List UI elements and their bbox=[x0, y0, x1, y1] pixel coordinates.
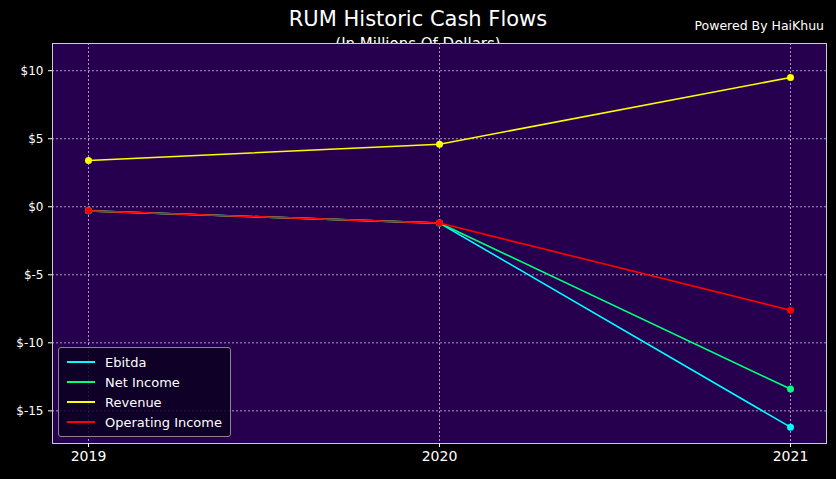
svg-text:2020: 2020 bbox=[422, 448, 458, 464]
svg-text:$5: $5 bbox=[28, 132, 43, 146]
svg-text:$10: $10 bbox=[21, 64, 44, 78]
html-text:Net Income: Net Income bbox=[105, 374, 180, 390]
svg-text:2021: 2021 bbox=[773, 448, 809, 464]
svg-text:$-10: $-10 bbox=[16, 336, 43, 350]
html-text:Ebitda: Ebitda bbox=[105, 354, 147, 370]
html-text:Operating Income: Operating Income bbox=[105, 414, 222, 430]
html-text:Powered By HaiKhuu: Powered By HaiKhuu bbox=[694, 18, 824, 33]
html-text:RUM Historic Cash Flows: RUM Historic Cash Flows bbox=[288, 7, 548, 31]
html-text:(In Millions Of Dollars): (In Millions Of Dollars) bbox=[335, 35, 501, 53]
svg-text:$-15: $-15 bbox=[16, 404, 43, 418]
svg-text:$-5: $-5 bbox=[24, 268, 44, 282]
svg-text:$0: $0 bbox=[28, 200, 43, 214]
html-text:Revenue: Revenue bbox=[105, 394, 162, 410]
svg-text:2019: 2019 bbox=[71, 448, 107, 464]
